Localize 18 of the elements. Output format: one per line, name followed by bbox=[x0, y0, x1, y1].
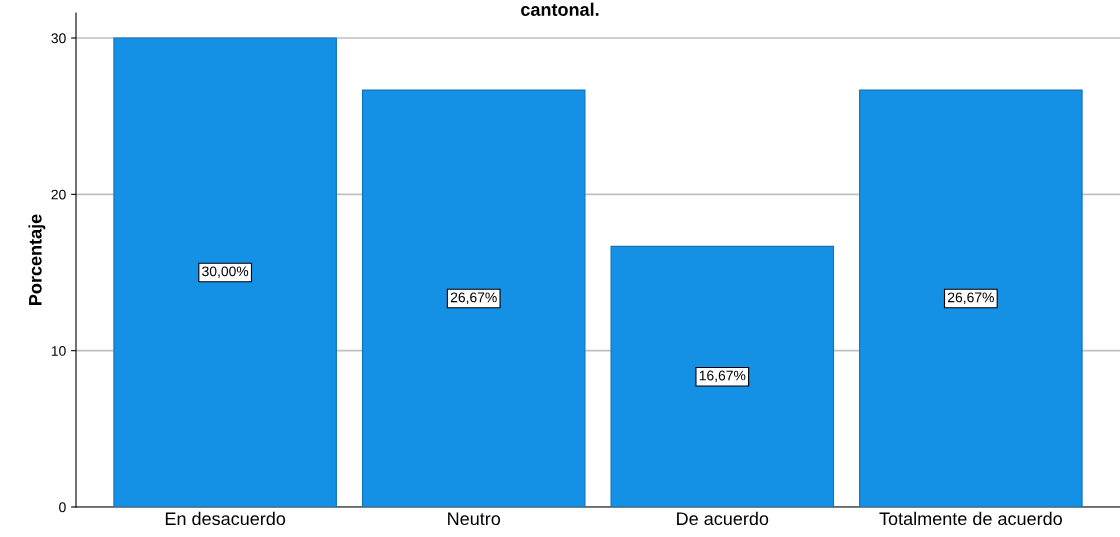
y-tick-label: 10 bbox=[51, 346, 66, 356]
data-label: 16,67% bbox=[699, 370, 746, 383]
y-tick-label: 30 bbox=[51, 33, 66, 44]
x-tick-label: Neutro bbox=[448, 512, 501, 526]
chart-title: cantonal. bbox=[521, 2, 599, 16]
bar bbox=[859, 89, 1083, 507]
x-tick-label: En desacuerdo bbox=[165, 511, 286, 526]
y-axis-title: Porcentaje bbox=[28, 214, 46, 305]
y-tick-label: 20 bbox=[51, 189, 66, 200]
y-tick-label: 0 bbox=[59, 502, 66, 513]
bar bbox=[361, 89, 586, 507]
bar bbox=[113, 37, 337, 507]
bar bbox=[610, 245, 835, 507]
data-label: 26,67% bbox=[450, 292, 497, 304]
data-label: 26,67% bbox=[948, 292, 994, 304]
data-label: 30,00% bbox=[202, 266, 249, 278]
x-tick-label: De acuerdo bbox=[677, 511, 769, 526]
x-tick-label: Totalmente de acuerdo bbox=[879, 511, 1062, 526]
